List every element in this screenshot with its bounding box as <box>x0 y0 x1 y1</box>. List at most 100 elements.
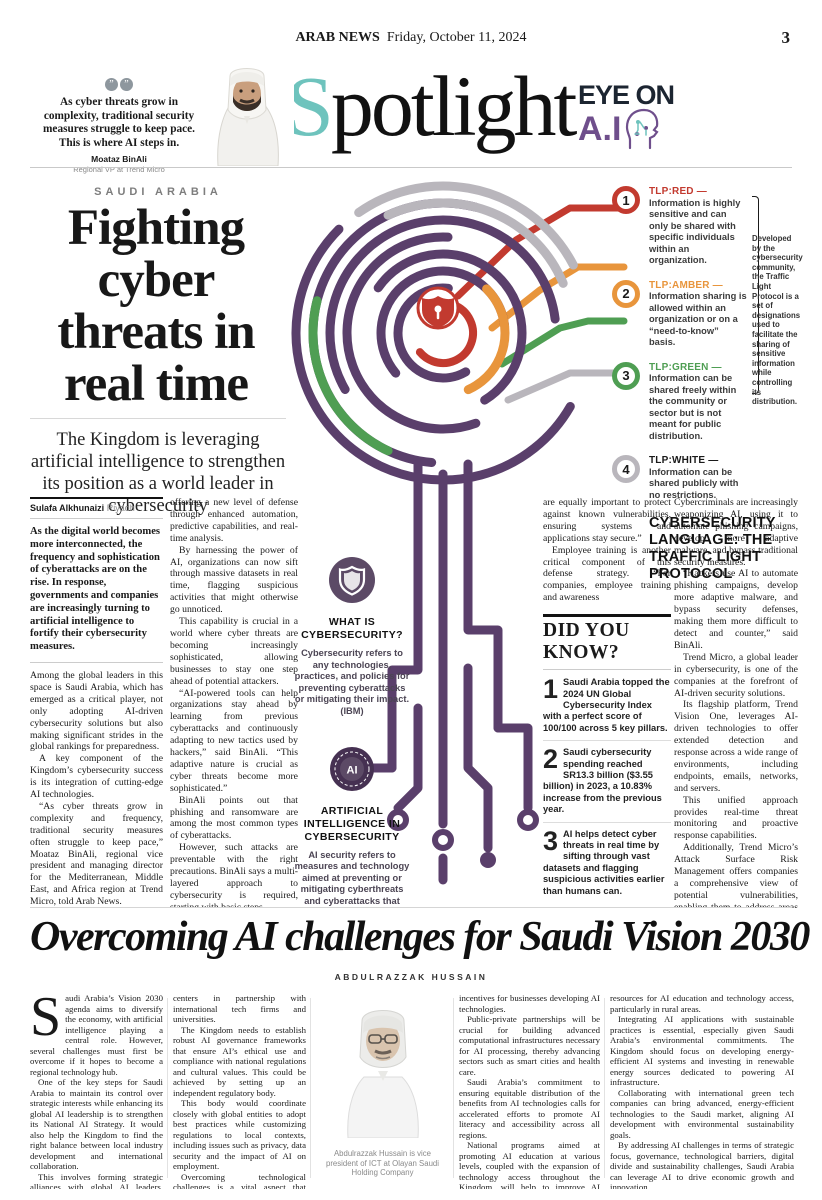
pull-quote-text: As cyber threats grow in complexity, tra… <box>43 96 195 149</box>
tlp-marker-3: 3 <box>612 361 640 390</box>
byline: Sulafa Alkhunaizi Riyadh <box>30 497 163 519</box>
tlp-text-red: Information is highly sensitive and can … <box>649 197 741 266</box>
paragraph: Integrating AI applications with sustain… <box>610 1014 794 1087</box>
article-column-2: offering a new level of defense through … <box>170 497 298 908</box>
paper-name: ARAB NEWS <box>295 30 380 45</box>
paragraph: This unified approach provides real-time… <box>674 794 798 842</box>
definition-box-cybersecurity: WHAT IS CYBERSECURITY? Cybersecurity ref… <box>293 557 411 718</box>
item-text: Saudi Arabia topped the 2024 UN Global C… <box>543 677 670 733</box>
paragraph: This involves forming strategic alliance… <box>30 1171 163 1190</box>
tlp-legend: 1 TLP:RED — Information is highly sensiti… <box>612 186 803 583</box>
tlp-marker-4: 4 <box>612 455 640 483</box>
paper-date: Friday, October 11, 2024 <box>386 30 527 45</box>
fingerprint-key-svg <box>291 181 628 885</box>
photo-moataz-binali <box>200 64 294 167</box>
pull-quote-role: Regional VP at Trend Micro <box>73 165 165 174</box>
tlp-text-amber: Information sharing is allowed within an… <box>649 291 747 347</box>
ai-chip-icon: AI <box>330 746 374 791</box>
paragraph: This body would coordinate closely with … <box>173 1098 306 1171</box>
lead-paragraph: As the digital world becomes more interc… <box>30 526 163 663</box>
paragraph: offering a new level of defense through … <box>170 497 298 544</box>
spotlight-rest: potlight <box>330 58 578 154</box>
tlp-item-red: 1 TLP:RED — Information is highly sensiti… <box>612 186 747 267</box>
article-column-5: Cybercriminals are increasingly weaponiz… <box>674 497 798 908</box>
column-divider <box>310 998 311 1178</box>
tlp-item-amber: 2 TLP:AMBER — Information sharing is allo… <box>612 279 747 349</box>
section-title-spotlight: Spotlight <box>286 56 578 156</box>
drop-cap: S <box>30 993 62 1048</box>
paragraph: Additionally, Trend Micro’s Attack Surfa… <box>674 842 798 908</box>
paragraph: Public-private partnerships will be cruc… <box>459 1014 600 1077</box>
did-you-know-item: 1 Saudi Arabia topped the 2024 UN Global… <box>543 674 671 742</box>
did-you-know-item: 2 Saudi cybersecurity spending reached S… <box>543 744 671 823</box>
bottom-column-2: centers in partnership with internationa… <box>173 993 306 1189</box>
paragraph: Trend Micro, a global leader in cybersec… <box>674 651 798 699</box>
paragraph: By harnessing the power of AI, organizat… <box>170 544 298 616</box>
paragraph: audi Arabia’s Vision 2030 agenda aims to… <box>30 993 163 1077</box>
paragraph: One of the key steps for Saudi Arabia to… <box>30 1077 163 1171</box>
paragraph: The Kingdom needs to establish robust AI… <box>173 1024 306 1098</box>
paragraph: are equally important to protect against… <box>543 497 671 544</box>
definition-title: WHAT IS CYBERSECURITY? <box>301 616 403 641</box>
paragraph: Employee training is another critical co… <box>543 544 671 604</box>
shield-icon <box>329 557 375 603</box>
ai-icon-label: AI <box>347 764 358 776</box>
definition-box-ai-security: AI ARTIFICIAL INTELLIGENCE IN CYBERSECUR… <box>293 746 411 908</box>
paragraph: This capability is crucial in a world wh… <box>170 616 298 687</box>
quote-marks-icon: ”” <box>38 78 200 91</box>
photo-abdulrazzak-hussain <box>327 993 438 1139</box>
bottom-headline: Overcoming AI challenges for Saudi Visio… <box>30 914 810 960</box>
paragraph: BinAli points out that phishing and rans… <box>170 794 298 842</box>
did-you-know-box: DID YOU KNOW? 1 Saudi Arabia topped the … <box>543 614 671 903</box>
tlp-text-green: Information can be shared freely within … <box>649 373 737 441</box>
bottom-column-5: resources for AI education and technolog… <box>610 993 794 1189</box>
article-column-1: Sulafa Alkhunaizi Riyadh As the digital … <box>30 497 163 908</box>
masthead-divider <box>30 167 792 168</box>
item-number: 2 <box>543 744 559 775</box>
tlp-label-red: TLP:RED — <box>649 186 707 197</box>
kicker: SAUDI ARABIA <box>94 186 222 198</box>
paper-dateline: ARAB NEWS Friday, October 11, 2024 <box>0 30 822 46</box>
article-column-4: are equally important to protect against… <box>543 497 671 908</box>
tlp-text-white: Information can be shared publicly with … <box>649 466 739 500</box>
main-headline: Fighting cyber threats in real time <box>57 200 255 412</box>
definition-text: AI security refers to measures and techn… <box>294 849 410 908</box>
tlp-item-green: 3 TLP:GREEN — Information can be shared f… <box>612 361 747 443</box>
pull-quote-author: Moataz BinAli <box>91 154 147 164</box>
paragraph: “AI-powered tools can help organizations… <box>170 687 298 794</box>
tlp-marker-1: 1 <box>612 186 640 214</box>
paragraph: Saudi Arabia’s commitment to ensuring eq… <box>459 1077 600 1140</box>
tlp-item-white: 4 TLP:WHITE — Information can be shared p… <box>612 455 747 501</box>
did-you-know-item: 3 AI helps detect cyber threats in real … <box>543 825 671 903</box>
fingerprint-key-illustration <box>278 168 630 908</box>
paragraph: resources for AI education and technolog… <box>610 993 794 1014</box>
section-divider <box>30 907 792 908</box>
divider <box>543 669 671 671</box>
byline-location: Riyadh <box>106 503 135 513</box>
paragraph: A key component of the Kingdom’s cyberse… <box>30 753 163 801</box>
tlp-label-amber: TLP:AMBER — <box>649 279 723 291</box>
bottom-byline: ABDULRAZZAK HUSSAIN <box>334 972 488 982</box>
definitions-column: WHAT IS CYBERSECURITY? Cybersecurity ref… <box>293 497 411 908</box>
brand-line-2: A.I <box>578 110 622 148</box>
paragraph: Cybercriminals are increasingly weaponiz… <box>674 497 798 568</box>
paragraph: centers in partnership with internationa… <box>173 993 306 1024</box>
definition-text: Cybersecurity refers to any technologies… <box>294 648 410 716</box>
brand-line-1: EYE ON <box>578 80 675 110</box>
item-text: Saudi cybersecurity spending reached SR1… <box>543 747 662 815</box>
paragraph: Overcoming technological challenges is a… <box>173 1171 306 1190</box>
item-number: 1 <box>543 674 559 705</box>
paragraph: However, such attacks are preventable wi… <box>170 842 298 908</box>
ai-head-circuit-icon <box>626 108 660 150</box>
item-text: AI helps detect cyber threats in real ti… <box>543 828 665 896</box>
bottom-photo-column: Abdulrazzak Hussain is vice president of… <box>316 993 449 1189</box>
did-you-know-title: DID YOU KNOW? <box>543 614 671 664</box>
paragraph: National programs aimed at promoting AI … <box>459 1140 600 1189</box>
tlp-marker-2: 2 <box>612 279 640 308</box>
paragraph: “Hackers use AI to automate phishing cam… <box>674 568 798 651</box>
paragraph: “As cyber threats grow in complexity and… <box>30 800 163 908</box>
item-number: 3 <box>543 825 559 856</box>
